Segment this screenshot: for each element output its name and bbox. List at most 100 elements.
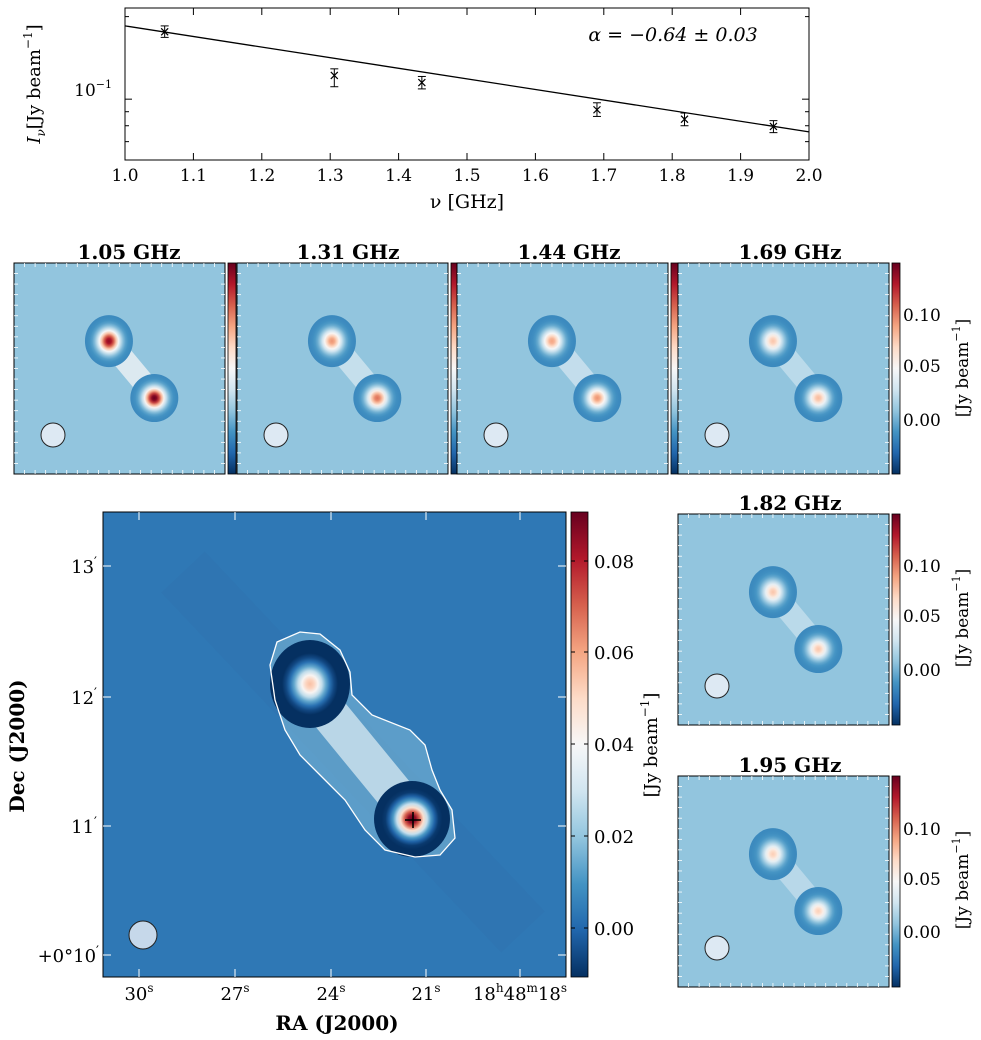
main-map-lobe-1 (270, 640, 350, 728)
beam-ellipse (704, 935, 730, 961)
main-ra-tick-18-ssup: s (561, 981, 567, 995)
main-ylabel: Dec (J2000) (5, 679, 29, 812)
map-source-lobe-2 (130, 374, 179, 423)
spectrum-ylabel-symbol: I (24, 136, 45, 145)
small-cb1-label-text: [Jy beam (953, 342, 973, 418)
main-dec-tick-12-text: 12 (71, 688, 94, 709)
main-ra-tick-21-text: 21 (411, 984, 434, 1005)
main-ra-tick-24: 24s (316, 981, 345, 1005)
main-ra-tick-18-hsup: h (496, 981, 504, 995)
main-ra-tick-18: 18h48m18s (473, 981, 567, 1005)
map-panel-2 (236, 262, 460, 475)
main-dec-tick-11-text: 11 (71, 817, 94, 838)
main-dec-tick-13: 13′ (71, 555, 97, 578)
panel-title-3: 1.44 GHz (517, 240, 620, 264)
small-cb2-label-exp: −1 (950, 575, 963, 591)
small-cb2-tick-005: 0.05 (903, 607, 941, 627)
spectrum-point (160, 27, 169, 36)
map-panel-colorbar (891, 262, 901, 475)
spectrum-xtick-label: 1.9 (727, 166, 754, 186)
map-source-lobe-1 (748, 566, 797, 619)
map-source-lobe-2 (794, 374, 843, 423)
main-dec-tick-10-text: +0°10 (38, 946, 96, 967)
main-cb-tick-008: 0.08 (594, 552, 634, 573)
spectrum-plot: 1.0 1.1 1.2 1.3 1.4 1.5 1.6 1.7 1.8 1.9 2.0 α = −0… (21, 7, 823, 213)
main-ra-tick-30-text: 30 (124, 984, 147, 1005)
main-cb-tick-002: 0.02 (594, 827, 634, 848)
panel-title-6: 1.95 GHz (738, 753, 841, 777)
main-xlabel: RA (J2000) (275, 1011, 398, 1035)
spectrum-xtick-label: 1.7 (590, 166, 617, 186)
main-map-lobe-2 (374, 781, 450, 857)
main-map-frame (102, 511, 567, 978)
main-cb-tick-006: 0.06 (594, 643, 634, 664)
main-ra-tick-24-text: 24 (316, 984, 339, 1005)
small-cb2-tick-010: 0.10 (903, 557, 941, 577)
spectrum-ytick-exp: −1 (96, 78, 112, 91)
main-ra-tick-18-msup: m (527, 981, 539, 995)
main-map-contour (269, 631, 456, 858)
spectrum-point (593, 105, 601, 114)
main-cb-label-text: [Jy beam (641, 717, 662, 797)
map-panel-1 (13, 262, 237, 475)
main-dec-tick-11-sup: ′ (94, 815, 97, 830)
map-source-lobe-1 (748, 315, 797, 368)
main-map-marker (405, 812, 421, 828)
small-cb1-tick-010: 0.10 (903, 306, 941, 326)
main-dec-tick-10-sup: ′ (96, 944, 99, 959)
beam-ellipse (263, 422, 289, 448)
beam-ellipse (704, 673, 730, 699)
small-cb1-label-exp: −1 (950, 325, 963, 341)
small-cb3-tick-000: 0.00 (903, 923, 941, 943)
panel-title-4: 1.69 GHz (738, 240, 841, 264)
spectrum-xtick-label: 1.4 (385, 166, 412, 186)
map-panel-5 (677, 513, 901, 726)
beam-ellipse (40, 422, 66, 448)
main-ra-tick-18-m: 48 (504, 984, 527, 1005)
main-ra-tick-30-sup: s (147, 981, 153, 995)
small-cb1-tick-005: 0.05 (903, 357, 941, 377)
main-ra-tick-27-sup: s (243, 981, 249, 995)
main-dec-tick-10: +0°10′ (38, 944, 99, 967)
spectrum-xtick-label: 1.0 (111, 166, 138, 186)
small-cb3-tick-010: 0.10 (903, 820, 941, 840)
main-cb-label-exp: −1 (638, 700, 652, 718)
small-cb3-label-text: [Jy beam (953, 854, 973, 930)
main-cb-tick-000: 0.00 (594, 919, 634, 940)
small-cb1-label-close: ] (953, 319, 973, 326)
map-panel-colorbar (891, 513, 901, 726)
main-cb-label-close: ] (641, 693, 662, 700)
main-ra-tick-21: 21s (411, 981, 440, 1005)
small-cb3-tick-005: 0.05 (903, 870, 941, 890)
spectrum-ylabel-close: ] (24, 24, 45, 31)
spectrum-fit-line (124, 25, 810, 133)
map-source-lobe-1 (527, 315, 576, 368)
main-dec-tick-12-sup: ′ (94, 686, 97, 701)
spectrum-ytick-label: 10−1 (74, 78, 112, 101)
main-cb-tick-004: 0.04 (594, 735, 634, 756)
small-cb3-label-exp: −1 (950, 837, 963, 853)
beam-ellipse (483, 422, 509, 448)
map-panel-colorbar (891, 775, 901, 988)
main-dec-tick-11: 11′ (71, 815, 97, 838)
small-cb2-tick-000: 0.00 (903, 661, 941, 681)
spectrum-xtick-label: 1.5 (453, 166, 480, 186)
spectrum-point (417, 78, 426, 87)
spectrum-point (330, 71, 339, 80)
map-panel-6 (677, 775, 901, 988)
spectrum-xlabel: ν [GHz] (430, 191, 504, 213)
panel-title-2: 1.31 GHz (296, 240, 399, 264)
beam-ellipse (704, 422, 730, 448)
main-map-beam (128, 920, 158, 950)
map-source-lobe-2 (573, 374, 622, 423)
map-panel-colorbar (227, 262, 237, 475)
spectrum-ylabel-exp: −1 (21, 31, 35, 49)
main-dec-tick-13-sup: ′ (94, 555, 97, 570)
spectrum-xtick-label: 1.3 (317, 166, 344, 186)
map-source-lobe-2 (353, 374, 402, 423)
map-panel-3 (456, 262, 680, 475)
small-cb1-tick-000: 0.00 (903, 411, 941, 431)
spectrum-ylabel-unit: [Jy beam (24, 49, 45, 129)
map-source-lobe-1 (748, 828, 797, 881)
